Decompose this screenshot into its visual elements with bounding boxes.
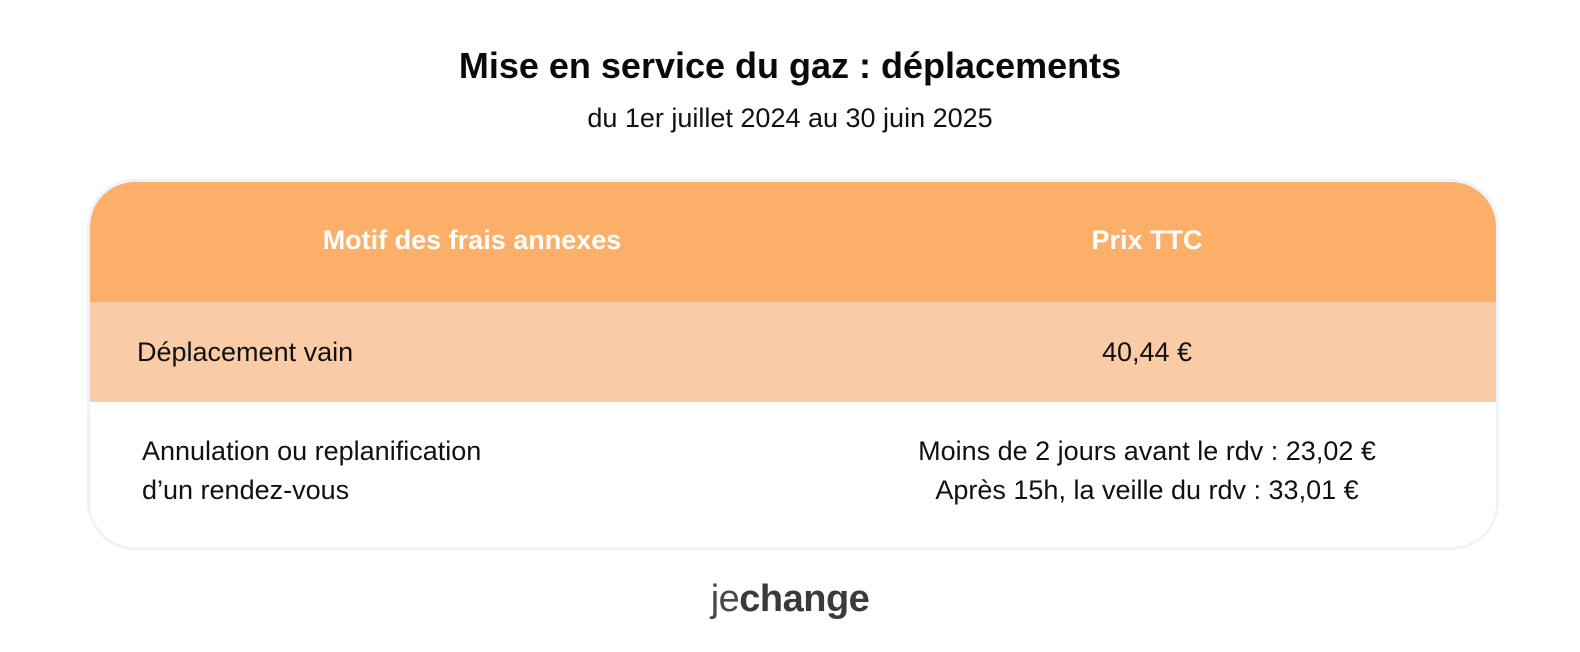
logo-part-change: change [739,578,870,620]
fees-table: Motif des frais annexes Prix TTC Déplace… [87,179,1499,550]
table-cell-motif: Déplacement vain [137,302,787,402]
cell-text-line: d’un rendez-vous [142,474,350,505]
column-header-prix: Prix TTC [1091,225,1203,255]
cell-text: Déplacement vain [137,336,354,367]
cell-text-line: Annulation ou replanification [142,435,482,466]
logo-part-je: je [710,578,740,620]
column-header-motif: Motif des frais annexes [322,225,622,255]
table-row: Annulation ou replanification d’un rende… [90,402,1496,547]
table-header-row: Motif des frais annexes Prix TTC [90,182,1496,302]
table-cell-prix: Moins de 2 jours avant le rdv : 23,02 € … [807,402,1487,547]
cell-text-line: Après 15h, la veille du rdv : 33,01 € [935,474,1359,505]
cell-text: 40,44 € [1101,336,1193,367]
cell-text-line: Moins de 2 jours avant le rdv : 23,02 € [918,435,1376,466]
page-subtitle: du 1er juillet 2024 au 30 juin 2025 [587,103,993,133]
jechange-logo: jechange [0,574,1580,624]
table-cell-motif: Annulation ou replanification d’un rende… [142,402,792,547]
table-cell-prix: 40,44 € [837,302,1457,402]
page-title: Mise en service du gaz : déplacements [458,45,1122,86]
table-row: Déplacement vain 40,44 € [90,302,1496,402]
